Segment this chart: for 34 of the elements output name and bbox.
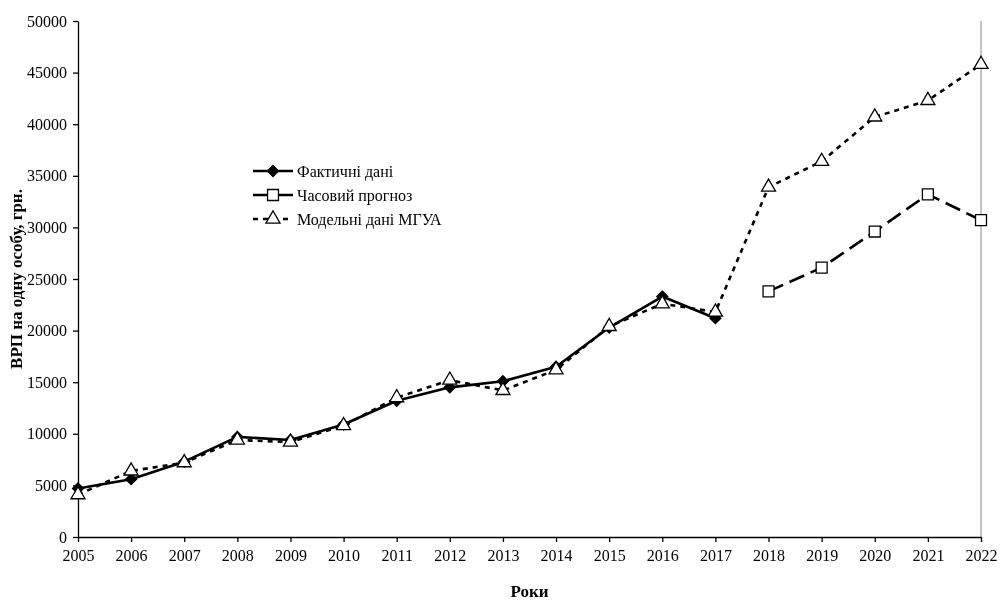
x-tick-label: 2005	[62, 547, 95, 565]
legend-label: Фактичні дані	[297, 162, 394, 181]
y-tick-label: 40000	[27, 115, 67, 133]
y-tick-label: 25000	[27, 270, 67, 288]
x-tick-label: 2022	[965, 547, 998, 565]
x-tick-label: 2011	[381, 547, 413, 565]
y-tick-label: 20000	[27, 322, 67, 340]
y-tick-label: 45000	[27, 64, 67, 82]
y-tick-label: 0	[59, 528, 67, 546]
x-tick-label: 2020	[859, 547, 892, 565]
y-axis-title: ВРП на одну особу, грн.	[7, 189, 26, 369]
y-tick-label: 5000	[35, 477, 67, 495]
x-tick-label: 2010	[328, 547, 361, 565]
x-tick-label: 2007	[168, 547, 201, 565]
legend-label: Часовий прогноз	[297, 186, 413, 205]
x-tick-label: 2009	[274, 547, 307, 565]
x-tick-label: 2013	[487, 547, 520, 565]
x-tick-label: 2021	[912, 547, 945, 565]
x-tick-label: 2014	[540, 547, 573, 565]
x-tick-label: 2019	[806, 547, 839, 565]
x-tick-label: 2016	[646, 547, 679, 565]
x-tick-label: 2018	[753, 547, 786, 565]
x-tick-label: 2006	[115, 547, 148, 565]
y-tick-label: 30000	[27, 219, 67, 237]
y-tick-label: 35000	[27, 167, 67, 185]
legend-label: Модельні дані МГУА	[297, 210, 442, 229]
y-tick-label: 15000	[27, 373, 67, 391]
x-tick-label: 2017	[699, 547, 732, 565]
y-tick-label: 50000	[27, 12, 67, 30]
x-tick-label: 2008	[221, 547, 254, 565]
y-tick-label: 10000	[27, 425, 67, 443]
x-tick-label: 2015	[593, 547, 626, 565]
x-tick-label: 2012	[434, 547, 467, 565]
x-axis-title: Роки	[510, 582, 549, 601]
